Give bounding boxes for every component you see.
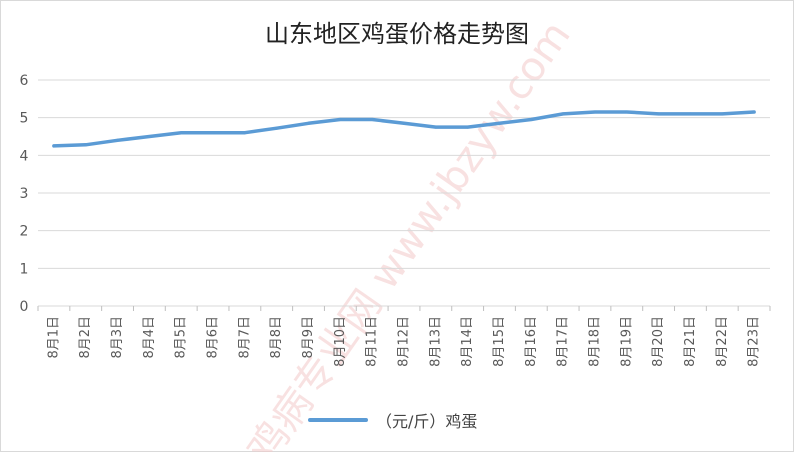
x-tick-label: 8月15日 bbox=[492, 316, 507, 367]
data-point bbox=[529, 118, 533, 122]
series-line bbox=[52, 110, 756, 148]
data-point bbox=[657, 112, 661, 116]
data-point bbox=[752, 110, 756, 114]
data-point bbox=[434, 125, 438, 129]
data-point bbox=[720, 112, 724, 116]
data-point bbox=[179, 131, 183, 135]
y-tick-label: 0 bbox=[20, 299, 29, 315]
x-tick-label: 8月10日 bbox=[333, 316, 348, 367]
data-point bbox=[688, 112, 692, 116]
x-tick-label: 8月19日 bbox=[619, 316, 634, 367]
data-point bbox=[370, 118, 374, 122]
data-point bbox=[307, 121, 311, 125]
x-tick-label: 8月22日 bbox=[715, 316, 730, 367]
x-tick-label: 8月11日 bbox=[365, 316, 380, 367]
data-point bbox=[466, 125, 470, 129]
x-tick-label: 8月7日 bbox=[237, 316, 252, 359]
y-tick-label: 4 bbox=[20, 148, 29, 164]
data-point bbox=[243, 131, 247, 135]
x-tick-label: 8月1日 bbox=[46, 316, 61, 359]
data-point bbox=[402, 121, 406, 125]
x-tick-label: 8月5日 bbox=[174, 316, 189, 359]
data-point bbox=[116, 138, 120, 142]
y-tick-label: 2 bbox=[20, 224, 29, 240]
legend-label: （元/斤）鸡蛋 bbox=[376, 412, 478, 431]
data-point bbox=[561, 112, 565, 116]
x-tick-label: 8月6日 bbox=[206, 316, 221, 359]
data-point bbox=[147, 135, 151, 138]
data-point bbox=[84, 143, 88, 147]
x-tick-label: 8月8日 bbox=[269, 316, 284, 359]
data-point bbox=[52, 144, 56, 148]
y-tick-label: 6 bbox=[20, 73, 29, 89]
data-point bbox=[275, 126, 279, 130]
y-tick-label: 1 bbox=[20, 261, 29, 277]
x-tick-label: 8月23日 bbox=[747, 316, 762, 367]
x-tick-label: 8月21日 bbox=[683, 316, 698, 367]
data-point bbox=[211, 131, 215, 135]
y-tick-label: 3 bbox=[20, 186, 29, 202]
data-point bbox=[625, 110, 629, 114]
x-tick-label: 8月3日 bbox=[110, 316, 125, 359]
x-tick-label: 8月12日 bbox=[397, 316, 412, 367]
chart-title: 山东地区鸡蛋价格走势图 bbox=[265, 20, 529, 48]
data-point bbox=[593, 110, 597, 114]
x-tick-label: 8月2日 bbox=[78, 316, 93, 359]
x-tick-label: 8月18日 bbox=[587, 316, 602, 367]
x-tick-label: 8月13日 bbox=[428, 316, 443, 367]
x-tick-label: 8月9日 bbox=[301, 316, 316, 359]
x-tick-label: 8月14日 bbox=[460, 316, 475, 367]
data-point bbox=[497, 121, 501, 125]
legend: （元/斤）鸡蛋 bbox=[308, 408, 477, 432]
legend-line-swatch bbox=[308, 418, 368, 422]
x-tick-label: 8月4日 bbox=[142, 316, 157, 359]
watermark: 鸡病专业网 www.jbzyw.com bbox=[239, 13, 580, 452]
x-tick-label: 8月16日 bbox=[524, 316, 539, 367]
x-tick-label: 8月20日 bbox=[651, 316, 666, 367]
x-tick-label: 8月17日 bbox=[556, 316, 571, 367]
y-tick-label: 5 bbox=[20, 111, 29, 127]
data-point bbox=[338, 118, 342, 122]
